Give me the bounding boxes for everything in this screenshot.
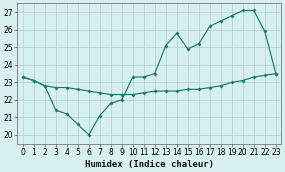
X-axis label: Humidex (Indice chaleur): Humidex (Indice chaleur) bbox=[85, 159, 214, 169]
